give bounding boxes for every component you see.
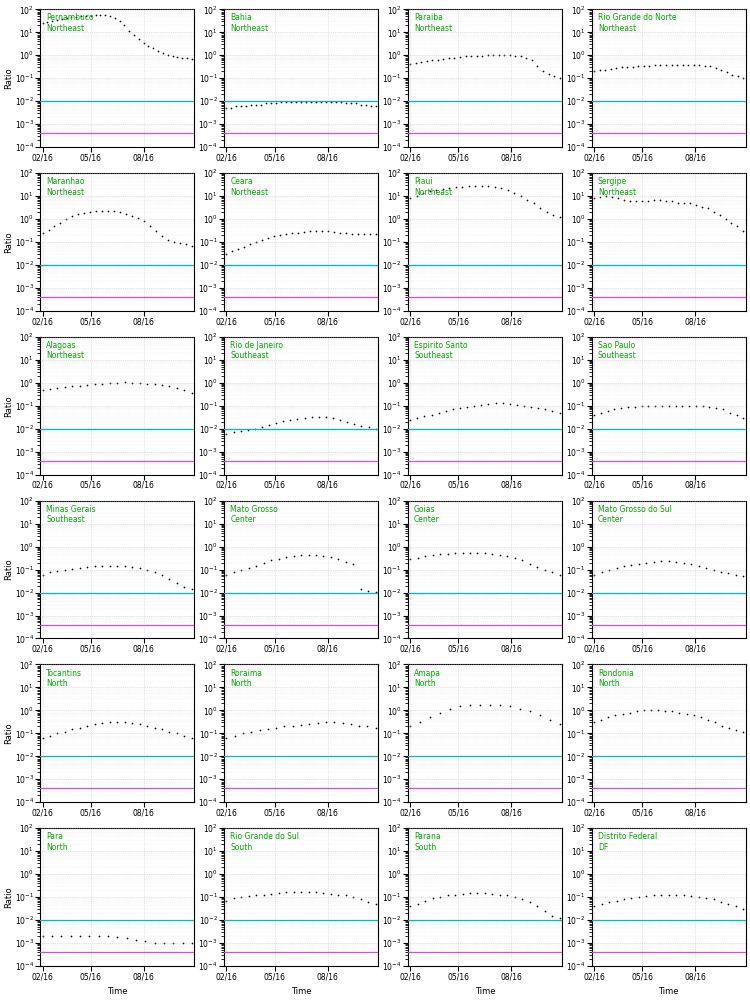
Y-axis label: Ratio: Ratio <box>4 559 13 580</box>
Text: Roraima
North: Roraima North <box>230 669 262 688</box>
Text: Rio Grande do Norte
Northeast: Rio Grande do Norte Northeast <box>598 13 676 33</box>
Text: Piaui
Northeast: Piaui Northeast <box>414 177 452 197</box>
Text: Pernambuco
Northeast: Pernambuco Northeast <box>46 13 94 33</box>
X-axis label: Time: Time <box>291 987 311 996</box>
Text: Para
North: Para North <box>46 832 68 852</box>
X-axis label: Time: Time <box>107 987 128 996</box>
Text: Tocantins
North: Tocantins North <box>46 669 82 688</box>
Text: Rio de Janeiro
Southeast: Rio de Janeiro Southeast <box>230 341 284 360</box>
Text: Minas Gerais
Southeast: Minas Gerais Southeast <box>46 505 96 524</box>
Text: Mato Grosso do Sul
Center: Mato Grosso do Sul Center <box>598 505 672 524</box>
Text: Sergipe
Northeast: Sergipe Northeast <box>598 177 636 197</box>
Text: Maranhao
Northeast: Maranhao Northeast <box>46 177 85 197</box>
Text: Mato Grosso
Center: Mato Grosso Center <box>230 505 278 524</box>
Text: Distrito Federal
DF: Distrito Federal DF <box>598 832 657 852</box>
Text: Rio Grande do Sul
South: Rio Grande do Sul South <box>230 832 299 852</box>
Text: Alagoas
Northeast: Alagoas Northeast <box>46 341 85 360</box>
Y-axis label: Ratio: Ratio <box>4 723 13 744</box>
Y-axis label: Ratio: Ratio <box>4 395 13 417</box>
Y-axis label: Ratio: Ratio <box>4 886 13 908</box>
Text: Goias
Center: Goias Center <box>414 505 440 524</box>
Text: Ceara
Northeast: Ceara Northeast <box>230 177 268 197</box>
Text: Paraiba
Northeast: Paraiba Northeast <box>414 13 452 33</box>
X-axis label: Time: Time <box>475 987 495 996</box>
Text: Parana
South: Parana South <box>414 832 441 852</box>
Text: Rondonia
North: Rondonia North <box>598 669 634 688</box>
Y-axis label: Ratio: Ratio <box>4 67 13 89</box>
X-axis label: Time: Time <box>658 987 679 996</box>
Text: Espirito Santo
Southeast: Espirito Santo Southeast <box>414 341 468 360</box>
Text: Amapa
North: Amapa North <box>414 669 441 688</box>
Y-axis label: Ratio: Ratio <box>4 231 13 253</box>
Text: Sao Paulo
Southeast: Sao Paulo Southeast <box>598 341 637 360</box>
Text: Bahia
Northeast: Bahia Northeast <box>230 13 268 33</box>
